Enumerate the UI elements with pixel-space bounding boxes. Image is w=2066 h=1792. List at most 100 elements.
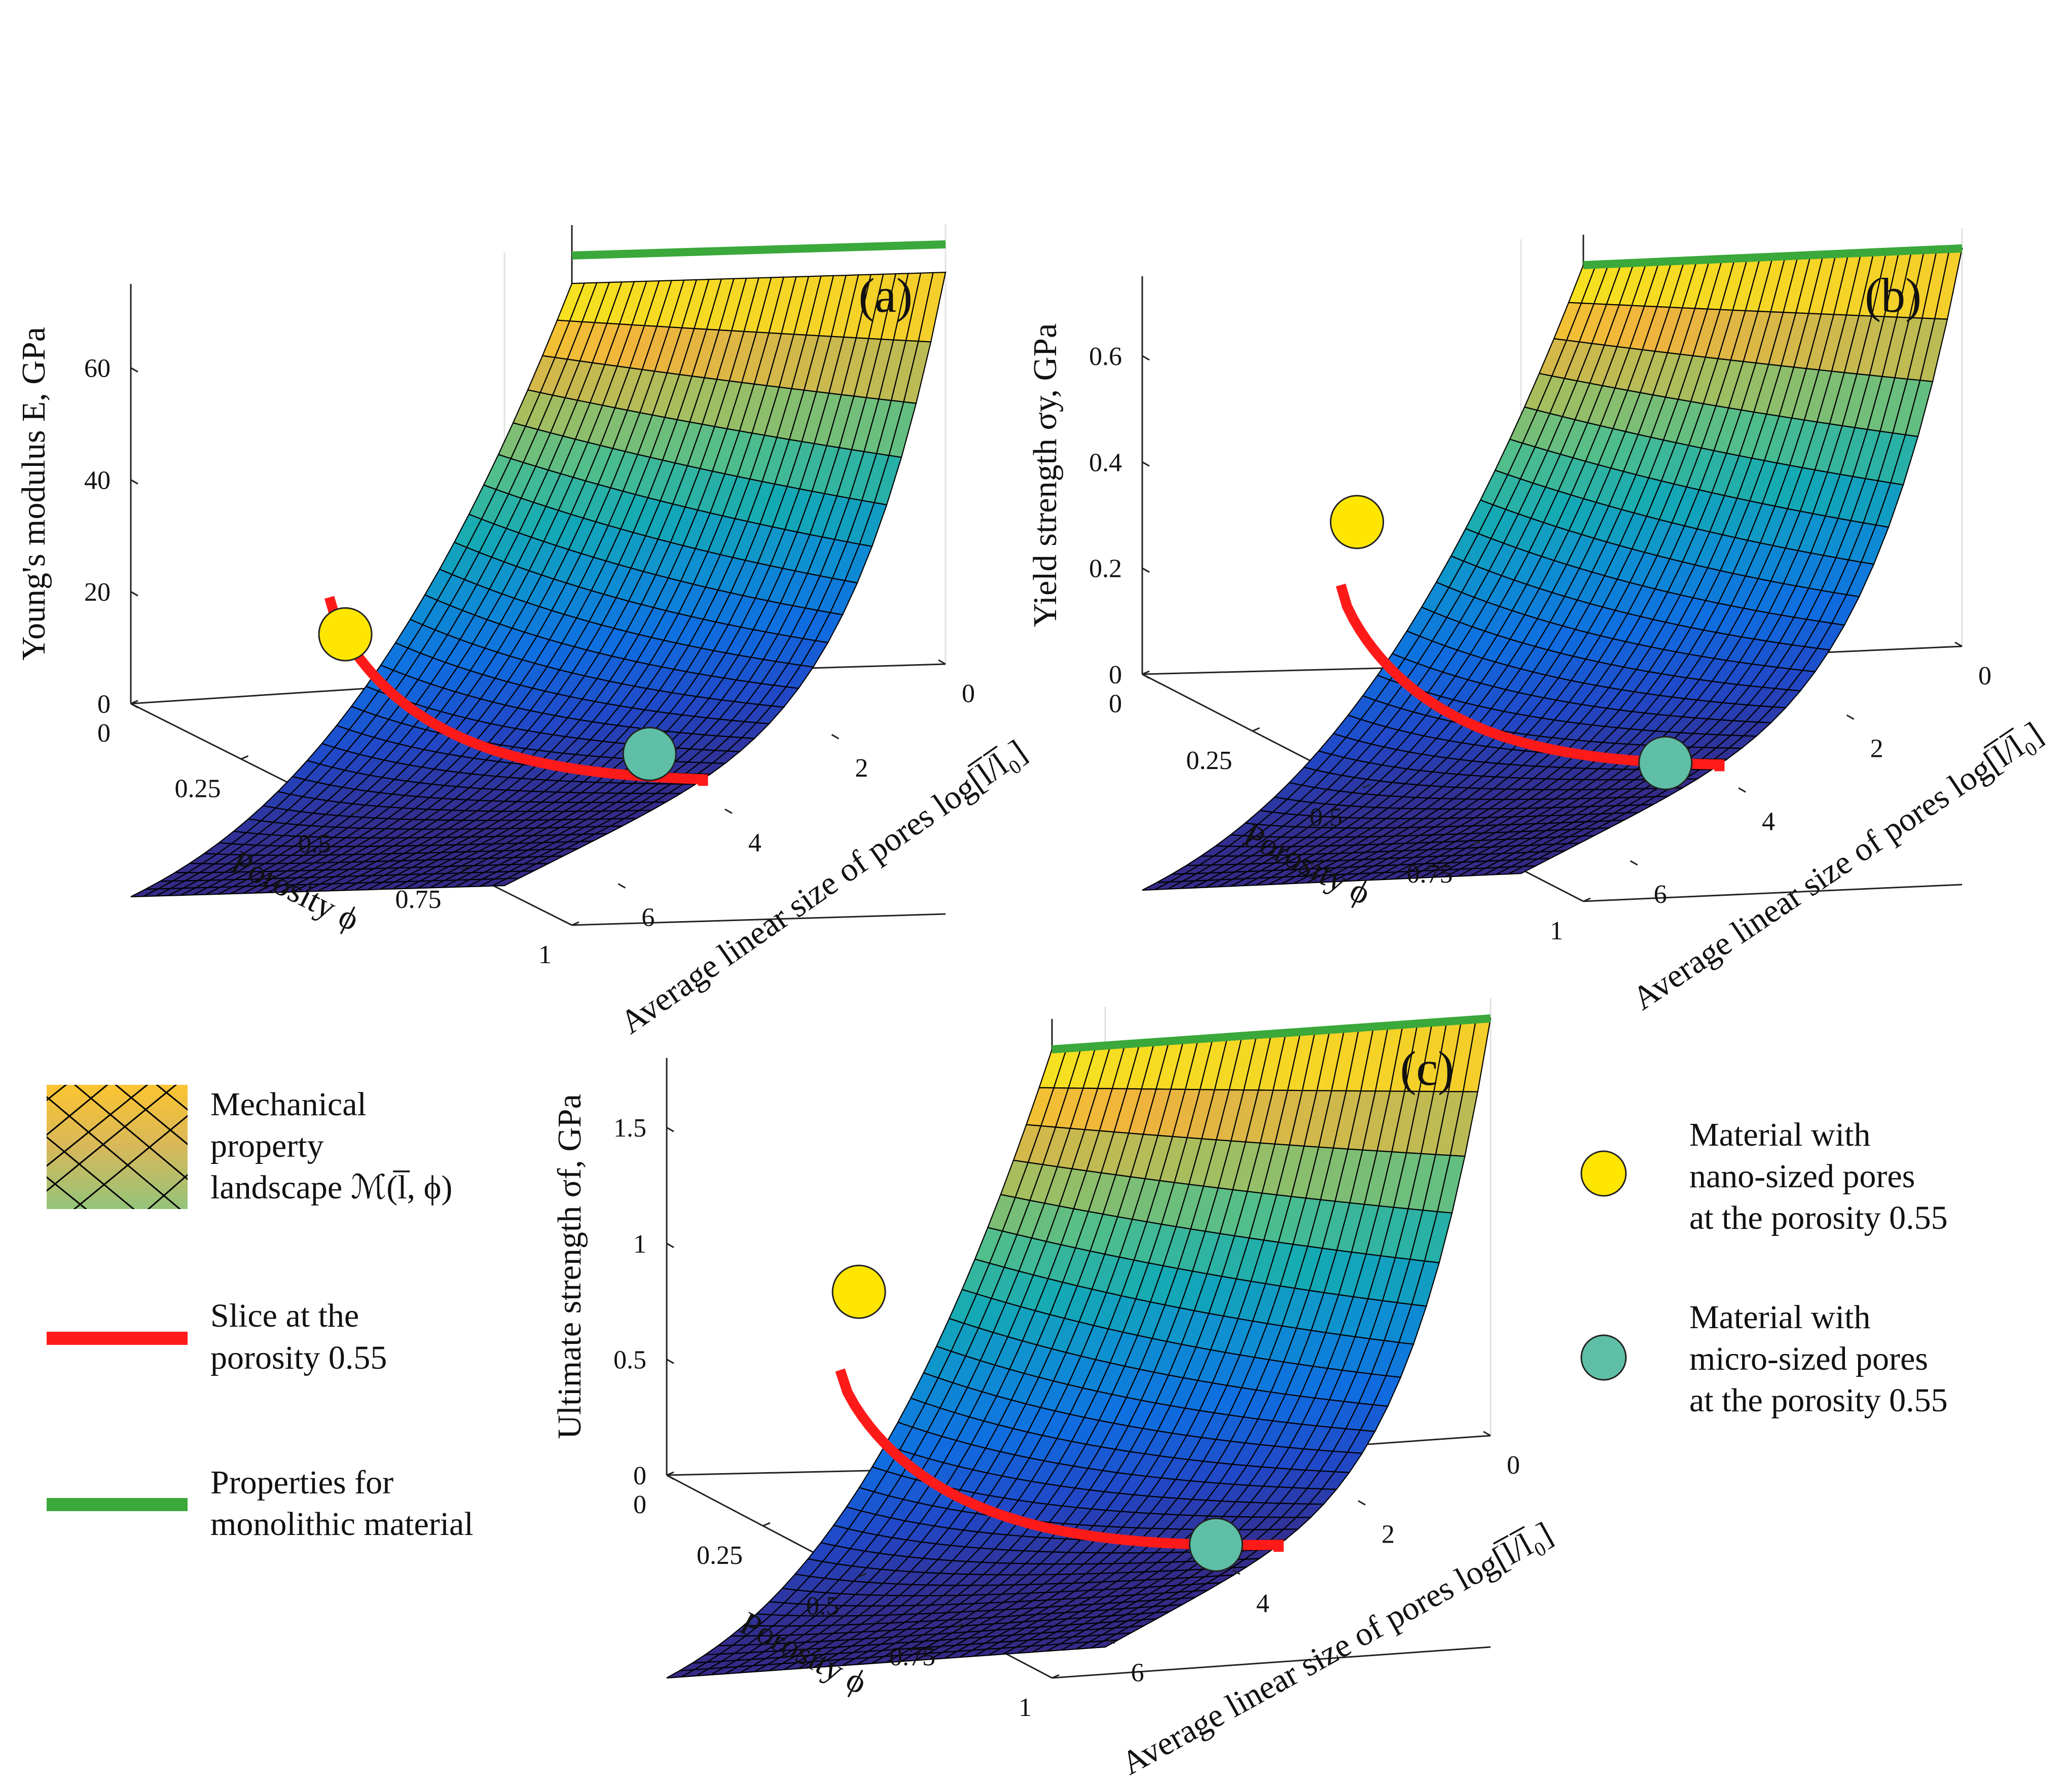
size-axis [1583, 884, 1963, 902]
x-tick-mark [1252, 727, 1260, 732]
x-tick-label: 0 [633, 1490, 646, 1519]
z-tick-label: 40 [84, 466, 111, 495]
y-tick-mark [831, 734, 840, 740]
legend-micro-marker [1580, 1334, 1627, 1381]
y-tick-label: 4 [748, 828, 762, 857]
x-tick-label: 1 [1019, 1693, 1032, 1722]
z-tick-label: 0.5 [613, 1345, 646, 1374]
x-tick-label: 0.25 [175, 774, 221, 803]
z-tick-mark [130, 591, 138, 597]
legend-nano-label-3: at the porosity 0.55 [1689, 1199, 1948, 1236]
x-tick-mark [1052, 1674, 1060, 1679]
z-tick-mark [666, 1242, 674, 1249]
x-tick-label: 0 [1109, 689, 1122, 718]
y-tick-mark [1358, 1500, 1366, 1506]
legend-landscape-label-3: landscape ℳ(l̅, ϕ) [210, 1169, 452, 1206]
x-tick-label: 0.5 [298, 830, 331, 859]
z-tick-mark [130, 703, 138, 709]
x-tick-label: 0.75 [395, 885, 442, 914]
surface [666, 1017, 1492, 1679]
legend: Mechanical property landscape ℳ(l̅, ϕ) S… [47, 1085, 1948, 1543]
legend-micro-label-3: at the porosity 0.55 [1689, 1382, 1948, 1419]
x-tick-mark [351, 811, 359, 815]
legend-slice-label-2: porosity 0.55 [210, 1339, 387, 1376]
z-tick-label: 0 [1109, 661, 1122, 689]
x-tick-label: 0.25 [697, 1541, 743, 1570]
monolithic-line [1583, 244, 1963, 269]
legend-landscape-swatch [47, 1085, 188, 1209]
z-tick-label: 0.6 [1089, 342, 1122, 371]
y-tick-label: 4 [1762, 807, 1775, 836]
x-tick-label: 0 [97, 719, 111, 748]
z-tick-label: 0 [97, 690, 111, 719]
x-tick-mark [240, 755, 249, 760]
micro-pores-marker [1188, 1517, 1243, 1572]
panel-a: 0 20 40 60 0 0.25 0.5 0.75 1 0 2 4 6 Young's modulus … [15, 224, 1033, 1041]
y-tick-label: 4 [1256, 1589, 1270, 1618]
micro-pores-marker [622, 726, 677, 781]
surface-cell [1142, 881, 1170, 891]
z-tick-mark [130, 367, 138, 373]
y-tick-label: 2 [1382, 1520, 1395, 1549]
nano-pores-marker [831, 1264, 886, 1319]
z-tick-label: 1.5 [613, 1114, 646, 1143]
x-tick-label: 0.25 [1186, 746, 1233, 775]
z-tick-mark [1142, 461, 1150, 467]
panel-c: 0 0.5 1 1.5 0 0.25 0.5 0.75 1 0 2 4 6 Ultimate streng… [551, 998, 1558, 1782]
y-tick-mark [938, 659, 946, 665]
x-tick-mark [1472, 840, 1481, 846]
y-tick-mark [1629, 860, 1638, 866]
y-tick-mark [618, 883, 626, 889]
legend-landscape-label-1: Mechanical [210, 1086, 367, 1123]
x-tick-mark [1142, 670, 1150, 675]
y-tick-label: 6 [641, 903, 655, 932]
y-tick-mark [1107, 1638, 1115, 1644]
x-tick-mark [130, 700, 138, 705]
z-tick-label: 0 [633, 1461, 646, 1490]
z-tick-label: 1 [633, 1230, 646, 1259]
surface-cell [666, 1669, 695, 1679]
y-tick-mark [1483, 1431, 1491, 1437]
nano-pores-marker [1330, 495, 1384, 550]
micro-pores-marker [1638, 736, 1693, 790]
z-tick-mark [1142, 567, 1150, 573]
z-tick-label: 0.4 [1089, 448, 1122, 477]
x-tick-label: 0.75 [889, 1642, 935, 1671]
legend-slice-label-1: Slice at the [210, 1297, 359, 1334]
legend-nano-label-2: nano-sized pores [1689, 1158, 1915, 1195]
x-tick-mark [859, 1572, 867, 1578]
z-tick-mark [1142, 355, 1150, 361]
legend-nano-marker [1580, 1150, 1627, 1197]
y-tick-label: 0 [1978, 662, 1991, 690]
z-tick-label: 60 [84, 354, 111, 383]
legend-monolithic-label-1: Properties for [210, 1464, 393, 1501]
x-tick-mark [955, 1623, 963, 1628]
z-tick-mark [666, 1359, 674, 1364]
x-tick-mark [1583, 897, 1591, 902]
z-tick-mark [1142, 673, 1150, 679]
y-tick-label: 2 [855, 754, 868, 783]
legend-micro-label-2: micro-sized pores [1689, 1340, 1928, 1377]
size-axis [571, 913, 946, 926]
x-tick-label: 0.5 [1310, 803, 1343, 832]
legend-landscape-label-2: property [210, 1127, 324, 1164]
x-tick-mark [763, 1522, 771, 1527]
panel-b: 0 0.2 0.4 0.6 0 0.25 0.5 0.75 1 0 2 4 6 Yield strengt… [1027, 228, 2049, 1017]
x-tick-label: 1 [538, 940, 552, 969]
y-tick-mark [724, 808, 733, 814]
x-tick-mark [461, 866, 469, 871]
y-tick-label: 6 [1131, 1659, 1144, 1688]
y-tick-mark [1738, 787, 1746, 793]
surface [1142, 247, 1963, 891]
y-tick-label: 6 [1654, 880, 1667, 909]
size-axis [1052, 1646, 1491, 1679]
z-tick-label: 20 [84, 578, 111, 607]
z-tick-mark [666, 1474, 674, 1480]
monolithic-line [571, 240, 946, 260]
legend-monolithic-label-2: monolithic material [210, 1506, 474, 1543]
panel-label: (a) [858, 268, 913, 322]
legend-micro-label-1: Material with [1689, 1299, 1870, 1336]
y-tick-label: 0 [1507, 1451, 1520, 1480]
y-tick-mark [1232, 1569, 1241, 1575]
panel-label: (b) [1865, 268, 1922, 322]
